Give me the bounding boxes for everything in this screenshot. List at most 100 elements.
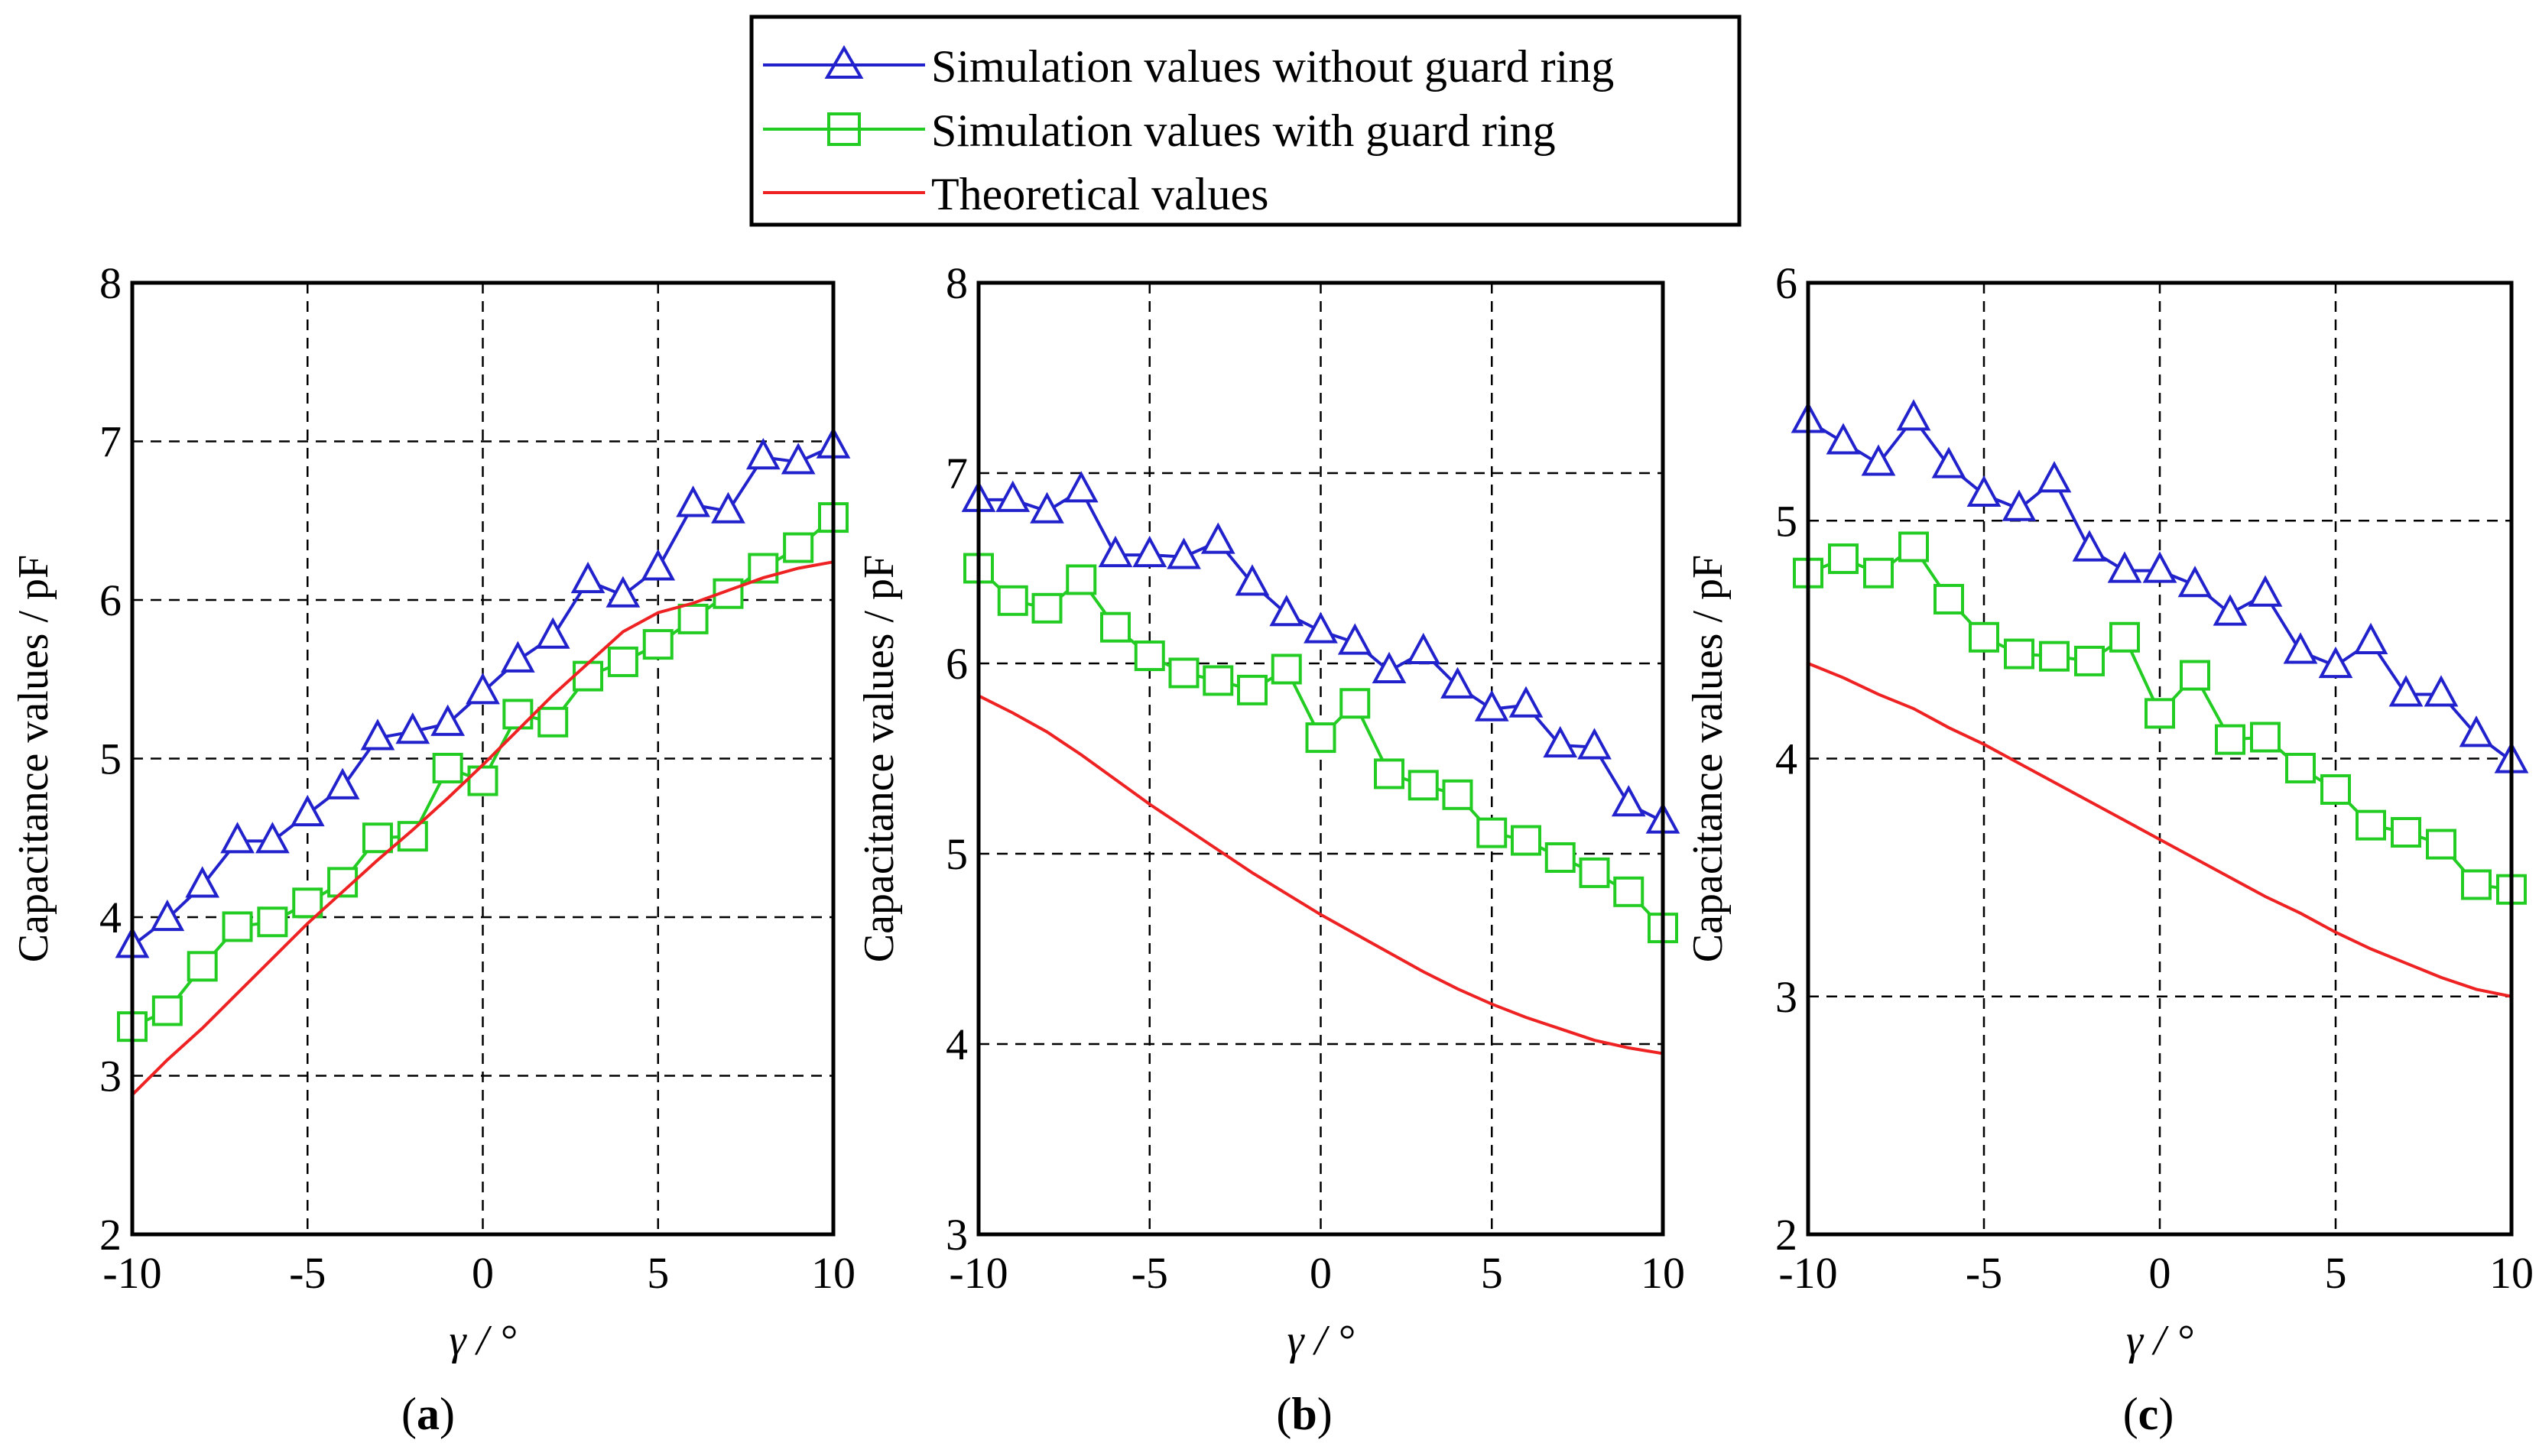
triangle-data-point (220, 822, 255, 854)
series-theoretical (978, 694, 1664, 1056)
x-tick-label: 0 (1310, 1248, 1332, 1298)
series-with-guard-ring (117, 502, 849, 1043)
triangle-data-point (2459, 715, 2494, 747)
x-tick-label: 10 (2489, 1248, 2534, 1298)
triangle-data-point (325, 767, 360, 799)
triangle-data-point (535, 617, 570, 649)
square-data-point (1305, 722, 1336, 754)
square-data-point (2426, 829, 2456, 860)
square-data-point (1339, 688, 1371, 719)
plot-frame (976, 280, 1665, 1237)
square-data-point (1511, 825, 1541, 856)
triangle-data-point (2318, 646, 2353, 679)
square-data-point (1168, 657, 1200, 689)
triangle-data-point (1543, 725, 1578, 758)
square-data-point (292, 887, 323, 919)
triangle-marker-icon (824, 45, 864, 79)
square-data-point (1271, 653, 1302, 685)
chart-panel-a: -10 -5 0 5 10 2 3 4 5 6 7 8 Capacitance values / pF γ… (10, 258, 856, 1439)
x-tick-label: 5 (647, 1248, 669, 1298)
square-data-point (1031, 592, 1063, 624)
square-data-point (1969, 621, 1999, 653)
y-tick-label: 2 (99, 1210, 122, 1260)
triangle-data-point (2248, 575, 2283, 607)
square-data-point (997, 585, 1028, 616)
x-tick-label: 5 (2325, 1248, 2347, 1298)
triangle-data-point (1861, 444, 1896, 476)
series-line (1807, 662, 2512, 998)
x-tick-label: -10 (1778, 1248, 1837, 1298)
square-data-point (2250, 722, 2281, 753)
triangle-data-point (2177, 566, 2213, 598)
square-data-point (1898, 531, 1929, 563)
triangle-data-point (395, 712, 430, 744)
y-tick-label: 5 (946, 829, 968, 879)
triangle-data-point (1269, 595, 1304, 627)
triangle-data-point (1337, 623, 1372, 655)
triangle-data-point (995, 480, 1031, 512)
triangle-data-point (1167, 537, 1201, 569)
square-data-point (222, 911, 253, 942)
square-data-point (2180, 660, 2210, 691)
y-tick-label: 7 (99, 417, 122, 467)
square-data-point (2039, 640, 2070, 672)
square-data-point (1579, 857, 1610, 888)
triangle-data-point (1896, 399, 1931, 431)
square-data-point (2004, 638, 2034, 670)
square-data-point (1933, 583, 1964, 615)
square-data-point (1863, 557, 1894, 589)
square-data-point (2461, 869, 2492, 900)
square-marker-icon (827, 112, 861, 146)
square-data-point (257, 906, 288, 938)
triangle-data-point (290, 794, 325, 827)
y-tick-label: 8 (99, 258, 122, 308)
triangle-data-point (360, 718, 395, 751)
triangle-data-point (1235, 564, 1270, 596)
plot-frame (1806, 280, 2514, 1237)
x-tick-label: -5 (1966, 1248, 2002, 1298)
triangle-data-point (1406, 632, 1441, 665)
square-data-point (1476, 817, 1508, 848)
series-line (131, 560, 834, 1096)
triangle-data-point (641, 549, 676, 581)
square-data-point (2109, 621, 2140, 653)
y-tick-label: 4 (1775, 734, 1797, 784)
y-tick-label: 6 (946, 639, 968, 689)
triangle-data-point (1200, 522, 1235, 554)
panel-caption: (b) (1276, 1389, 1332, 1439)
square-data-point (2320, 773, 2351, 805)
y-tick-label: 6 (99, 576, 122, 625)
x-tick-label: 10 (811, 1248, 856, 1298)
triangle-data-point (1826, 423, 1861, 455)
legend-box (749, 15, 1742, 227)
triangle-data-point (1611, 785, 1646, 817)
square-data-point (1100, 611, 1131, 643)
square-data-point (187, 951, 218, 982)
y-tick-label: 4 (946, 1020, 968, 1069)
y-tick-label: 7 (946, 449, 968, 498)
triangle-data-point (2002, 489, 2037, 521)
y-axis-label: Capacitance values / pF (856, 555, 903, 962)
y-tick-label: 3 (946, 1210, 968, 1260)
triangle-data-point (1508, 686, 1544, 718)
triangle-data-point (185, 866, 220, 898)
triangle-data-point (466, 673, 500, 705)
square-data-point (151, 995, 183, 1026)
y-tick-label: 3 (99, 1052, 122, 1101)
square-data-point (2391, 816, 2421, 848)
series-without-guard-ring (961, 471, 1680, 834)
x-tick-label: 10 (1641, 1248, 1685, 1298)
square-data-point (1374, 758, 1404, 790)
square-data-point (607, 646, 638, 677)
square-data-point (467, 765, 498, 796)
y-axis-label: Capacitance values / pF (1684, 555, 1732, 962)
y-tick-label: 2 (1775, 1210, 1797, 1260)
triangle-data-point (570, 561, 606, 594)
y-tick-label: 3 (1775, 972, 1797, 1022)
x-tick-label: -5 (1132, 1248, 1168, 1298)
x-axis-label: γ / ° (2126, 1317, 2193, 1364)
triangle-data-point (1030, 491, 1064, 524)
square-data-point (362, 822, 393, 854)
y-tick-label: 5 (99, 734, 122, 784)
x-tick-label: 5 (1481, 1248, 1503, 1298)
